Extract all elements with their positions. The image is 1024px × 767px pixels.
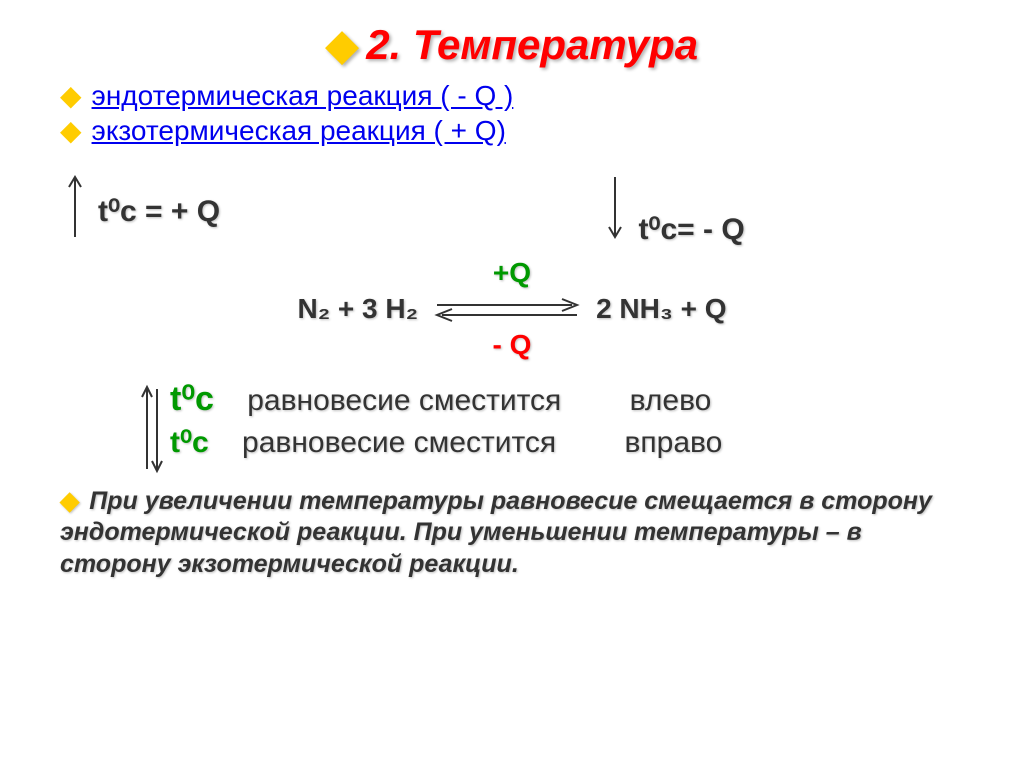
shift-line-1: t⁰c равновесие сместится влево (170, 379, 964, 419)
tc-2: t⁰c (170, 426, 209, 459)
bullet-endothermic: ◆ эндотермическая реакция ( - Q ) (60, 79, 964, 112)
title-text: 2. Температура (366, 21, 698, 68)
diamond-icon: ◆ (326, 21, 358, 68)
plus-q-label: +Q (60, 257, 964, 289)
slide-title: ◆2. Температура (60, 20, 964, 69)
endo-text: эндотермическая реакция ( - Q ) (92, 80, 514, 111)
equilibrium-arrow-icon (432, 294, 582, 324)
arrow-down-icon (600, 175, 630, 247)
diamond-icon: ◆ (60, 115, 82, 146)
eq-right: t⁰c= - Q (638, 213, 744, 246)
eq-right-group: t⁰c= - Q (600, 175, 745, 247)
shift-text-2: равновесие сместится (242, 426, 556, 459)
shift-block: t⁰c равновесие сместится влево t⁰c равно… (140, 379, 964, 460)
reaction-block: +Q N₂ + 3 H₂ 2 NH₃ + Q - Q (60, 257, 964, 361)
diamond-icon: ◆ (60, 80, 82, 111)
equation-row: t⁰c = + Q t⁰c= - Q (60, 175, 964, 247)
up-down-arrows-icon (140, 383, 164, 471)
arrow-up-icon (60, 175, 90, 247)
reaction-right: 2 NH₃ + Q (596, 293, 726, 325)
shift-dir-2: вправо (624, 426, 722, 460)
minus-q-label: - Q (60, 329, 964, 361)
shift-line-2: t⁰c равновесие сместится вправо (170, 425, 964, 460)
exo-text: экзотермическая реакция ( + Q) (92, 115, 506, 146)
reaction-equation: N₂ + 3 H₂ 2 NH₃ + Q (60, 293, 964, 325)
shift-dir-1: влево (630, 384, 712, 418)
bullet-exothermic: ◆ экзотермическая реакция ( + Q) (60, 114, 964, 147)
reaction-left: N₂ + 3 H₂ (297, 293, 418, 325)
shift-text-1: равновесие сместится (247, 384, 561, 417)
diamond-icon: ◆ (60, 487, 79, 515)
tc-1: t⁰c (170, 380, 214, 418)
footer-note: ◆При увеличении температуры равновесие с… (60, 486, 964, 580)
footer-text: При увеличении температуры равновесие см… (60, 487, 932, 578)
eq-left: t⁰c = + Q (98, 194, 220, 229)
slide-container: ◆2. Температура ◆эндотермическая реакция… (0, 0, 1024, 600)
